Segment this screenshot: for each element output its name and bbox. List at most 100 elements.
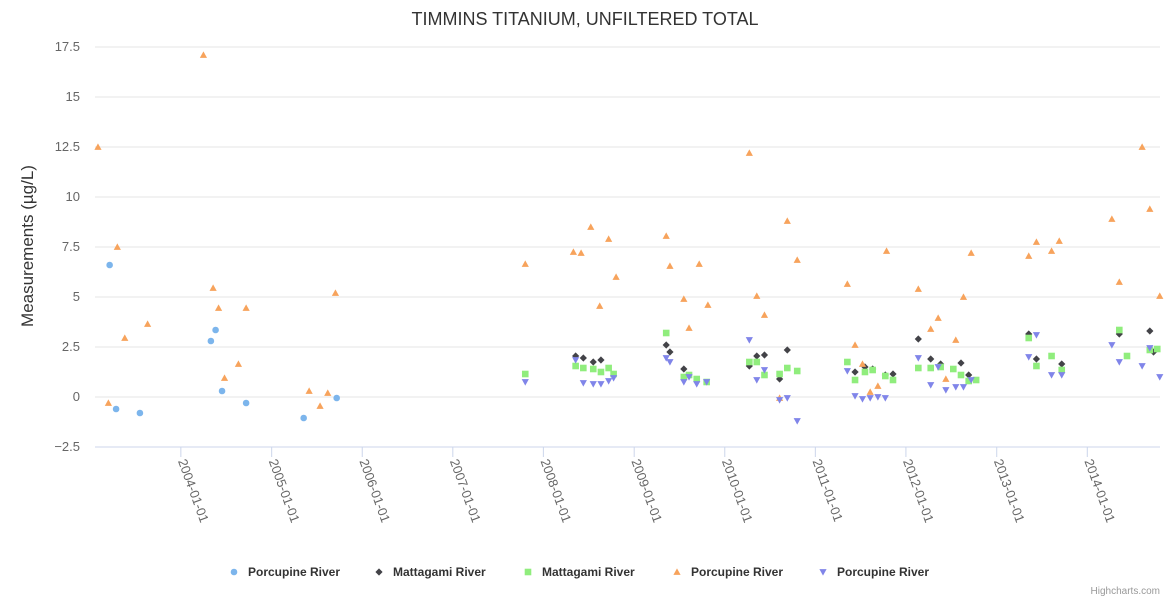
data-point — [965, 371, 973, 379]
data-point — [1138, 363, 1146, 370]
data-point — [776, 397, 784, 404]
data-point — [596, 302, 604, 309]
data-point — [597, 368, 605, 376]
x-tick-label: 2008-01-01 — [538, 457, 575, 525]
data-point — [1115, 330, 1123, 338]
data-point — [589, 358, 597, 366]
credits-link[interactable]: Highcharts.com — [1091, 586, 1160, 597]
data-point — [1032, 355, 1041, 363]
data-point — [605, 364, 612, 372]
data-point — [662, 341, 670, 349]
legend-item[interactable]: Mattagami River — [375, 565, 486, 579]
data-point — [589, 381, 597, 388]
data-point — [942, 387, 950, 394]
data-point — [1156, 292, 1164, 299]
x-tick-label: 2006-01-01 — [356, 457, 393, 525]
data-point — [589, 365, 597, 373]
y-gridlines — [95, 46, 1160, 448]
x-tick-label: 2004-01-01 — [175, 457, 212, 525]
data-point — [662, 232, 670, 239]
x-tick-label: 2010-01-01 — [719, 457, 756, 525]
data-point — [851, 376, 859, 384]
legend-item[interactable]: Mattagami River — [524, 565, 635, 579]
data-point — [106, 261, 113, 269]
x-tick-label: 2013-01-01 — [991, 457, 1028, 525]
legend-item[interactable]: Porcupine River — [673, 565, 783, 579]
data-point — [587, 223, 595, 230]
legend-item[interactable]: Porcupine River — [230, 565, 341, 579]
data-point — [300, 414, 307, 422]
data-point — [1058, 366, 1066, 374]
data-point — [889, 376, 897, 384]
data-point — [760, 311, 769, 318]
series-4 — [94, 51, 1164, 409]
data-point — [1025, 252, 1033, 259]
data-point — [680, 373, 688, 381]
data-point — [680, 379, 688, 386]
data-point — [579, 380, 587, 387]
data-point — [144, 320, 152, 327]
data-point — [957, 359, 965, 367]
x-tick-label: 2014-01-01 — [1081, 457, 1118, 525]
data-point — [776, 370, 783, 378]
data-point — [242, 399, 250, 407]
data-point — [972, 376, 980, 384]
data-point — [934, 364, 942, 371]
data-point — [927, 325, 935, 332]
data-point — [858, 396, 867, 403]
data-point — [680, 365, 688, 373]
data-point — [685, 324, 693, 331]
data-point — [521, 379, 529, 386]
series-3 — [521, 326, 1161, 386]
data-point — [881, 395, 889, 402]
data-point — [959, 384, 968, 391]
data-point — [572, 357, 580, 364]
data-point — [1108, 342, 1116, 349]
data-point — [121, 334, 129, 341]
data-point — [234, 360, 243, 367]
y-tick-label: 17.5 — [55, 39, 80, 54]
data-point — [959, 293, 968, 300]
data-point — [316, 402, 324, 409]
data-point — [693, 375, 701, 383]
data-point — [760, 351, 769, 359]
legend-label: Mattagami River — [542, 565, 635, 579]
data-point — [704, 301, 712, 308]
legend-label: Porcupine River — [248, 565, 340, 579]
data-point — [1116, 326, 1123, 334]
chart-title: TIMMINS TITANIUM, UNFILTERED TOTAL — [411, 9, 758, 29]
data-points — [94, 51, 1164, 425]
data-point — [136, 409, 144, 417]
data-point — [874, 394, 882, 401]
data-point — [214, 304, 223, 311]
y-tick-label: −2.5 — [54, 439, 80, 454]
data-point — [209, 284, 217, 291]
data-point — [753, 377, 761, 384]
legend-item[interactable]: Porcupine River — [819, 565, 929, 579]
y-tick-label: 2.5 — [62, 339, 80, 354]
data-point — [94, 143, 102, 150]
data-point — [680, 295, 688, 302]
data-point — [577, 249, 585, 256]
data-point — [793, 256, 801, 263]
y-tick-label: 7.5 — [62, 239, 80, 254]
legend-marker-icon — [673, 568, 681, 575]
series-5 — [521, 332, 1164, 425]
data-point — [662, 355, 670, 362]
data-point — [666, 262, 674, 269]
data-point — [967, 377, 975, 384]
y-tick-label: 0 — [73, 389, 80, 404]
data-point — [882, 372, 889, 380]
data-point — [597, 356, 605, 364]
data-point — [1048, 352, 1055, 360]
data-point — [1123, 352, 1131, 360]
data-point — [1058, 372, 1066, 379]
data-point — [1032, 238, 1041, 245]
data-point — [861, 368, 869, 376]
legend-marker-icon — [819, 569, 827, 576]
data-point — [703, 379, 711, 386]
data-point — [569, 248, 578, 255]
legend-label: Porcupine River — [691, 565, 783, 579]
data-point — [1108, 215, 1116, 222]
data-point — [1055, 237, 1063, 244]
